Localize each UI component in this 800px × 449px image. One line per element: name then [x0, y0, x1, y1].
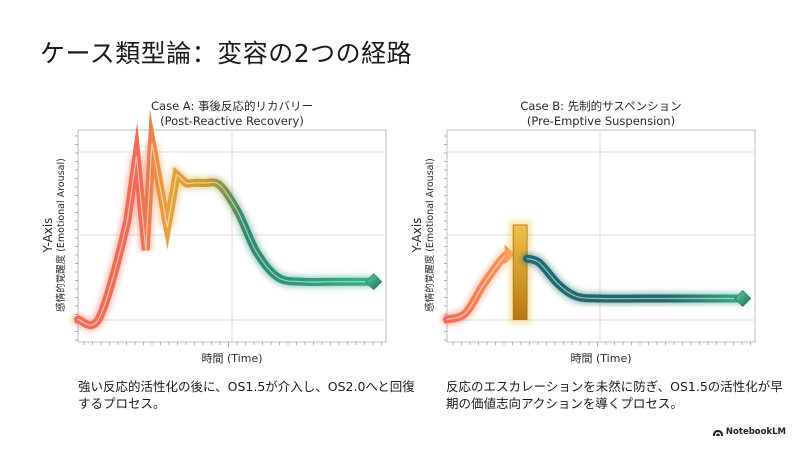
- chart-b-title-sub: (Pre-Emptive Suspension): [526, 114, 676, 128]
- chart-b-title-main: Case B: 先制的サスペンション: [520, 99, 682, 113]
- chart-b-title: Case B: 先制的サスペンション (Pre-Emptive Suspensi…: [441, 99, 761, 129]
- brand-name: NotebookLM: [725, 427, 786, 437]
- chart-b-caption: 反応のエスカレーションを未然に防ぎ、OS1.5の活性化が早期の価値志向アクション…: [446, 379, 783, 411]
- page-title: ケース類型論：変容の2つの経路: [40, 39, 413, 68]
- chart-a-caption: 強い反応的活性化の後に、OS1.5が介入し、OS2.0へと回復するプロセス。: [78, 379, 415, 411]
- chart-a-title-sub: (Post-Reactive Recovery): [160, 114, 304, 128]
- brand-footer: NotebookLM: [712, 427, 786, 437]
- chart-a-title: Case A: 事後反応的リカバリー (Post-Reactive Recove…: [72, 99, 392, 129]
- chart-a-line-highlight: [77, 142, 375, 326]
- chart-a-end-diamond: [365, 273, 383, 291]
- chart-b-plot: [441, 129, 756, 347]
- chart-a-plot: [72, 109, 387, 347]
- chart-b-frame: [446, 129, 756, 343]
- chart-b-suspension-bar: [512, 224, 528, 320]
- chart-b-x-axis-label: 時間 (Time): [570, 352, 632, 365]
- notebooklm-logo-icon: [712, 429, 723, 436]
- chart-a-x-axis-label: 時間 (Time): [201, 352, 263, 365]
- chart-b-end-diamond: [734, 290, 752, 307]
- chart-b-action-line-highlight: [526, 258, 744, 300]
- chart-a-title-main: Case A: 事後反応的リカバリー: [151, 99, 313, 113]
